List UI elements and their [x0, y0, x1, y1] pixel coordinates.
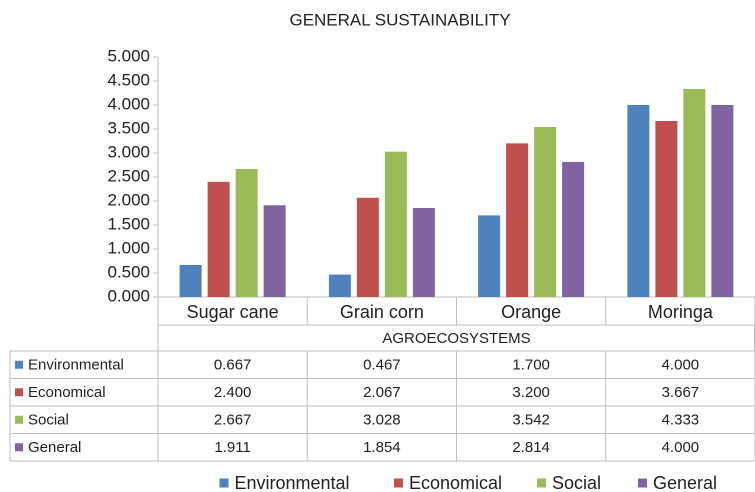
table-cell: 3.200 [512, 384, 550, 401]
table-cell: 4.000 [662, 439, 700, 456]
table-row-label: General [28, 439, 81, 456]
y-tick-label: 1.000 [107, 238, 150, 257]
table-cell: 3.667 [662, 384, 700, 401]
bar [384, 151, 407, 297]
table-row-label: Economical [28, 384, 106, 401]
x-tick-label: Sugar cane [187, 302, 279, 322]
table-cell: 3.028 [363, 412, 401, 429]
x-tick-label: Moringa [648, 302, 714, 322]
bar [328, 274, 351, 297]
table-legend-key [15, 415, 23, 424]
bar [412, 208, 435, 297]
bar [534, 126, 557, 297]
y-tick-label: 2.000 [107, 190, 150, 209]
legend-label: Social [552, 473, 601, 492]
x-tick-label: Orange [501, 302, 561, 322]
legend-label: Economical [409, 473, 502, 492]
table-cell: 2.814 [512, 439, 550, 456]
bar [235, 168, 258, 297]
bar [506, 143, 529, 297]
x-axis-label: AGROECOSYSTEMS [382, 330, 530, 347]
y-tick-label: 4.000 [107, 94, 150, 113]
legend-key [219, 478, 229, 488]
legend-key [394, 478, 403, 488]
table-cell: 4.333 [662, 412, 700, 429]
bar [179, 264, 202, 297]
table-cell: 3.542 [512, 412, 550, 429]
bar [478, 215, 501, 297]
table-cell: 1.854 [363, 439, 401, 456]
legend-key [638, 478, 647, 488]
y-tick-label: 3.000 [107, 142, 150, 161]
table-legend-key [15, 443, 23, 452]
table-row-label: Social [28, 412, 69, 429]
y-tick-label: 2.500 [107, 166, 150, 185]
y-tick-label: 3.500 [107, 118, 150, 137]
table-cell: 1.700 [512, 357, 550, 374]
bar [627, 105, 650, 297]
table-cell: 2.400 [214, 384, 252, 401]
legend-label: General [653, 473, 717, 492]
table-cell: 2.067 [363, 384, 401, 401]
bar [356, 197, 379, 297]
y-tick-label: 1.500 [107, 214, 150, 233]
table-legend-key [15, 388, 23, 397]
bar [263, 205, 286, 297]
table-cell: 0.467 [363, 357, 401, 374]
bar [711, 105, 734, 297]
legend-key [537, 478, 546, 488]
bar [207, 181, 230, 297]
bar [655, 120, 678, 297]
chart-title: GENERAL SUSTAINABILITY [289, 10, 510, 29]
bar [683, 89, 706, 298]
table-cell: 0.667 [214, 357, 252, 374]
table-cell: 4.000 [662, 357, 700, 374]
table-cell: 1.911 [214, 439, 250, 456]
y-tick-label: 5.000 [107, 46, 150, 65]
y-tick-label: 4.500 [107, 70, 150, 89]
y-tick-label: 0.500 [107, 262, 150, 281]
table-row-label: Environmental [28, 357, 124, 374]
legend-label: Environmental [235, 473, 350, 492]
bar [562, 161, 585, 297]
y-tick-label: 0.000 [107, 286, 150, 305]
x-tick-label: Grain corn [340, 302, 424, 322]
table-cell: 2.667 [214, 412, 252, 429]
table-legend-key [15, 360, 23, 369]
